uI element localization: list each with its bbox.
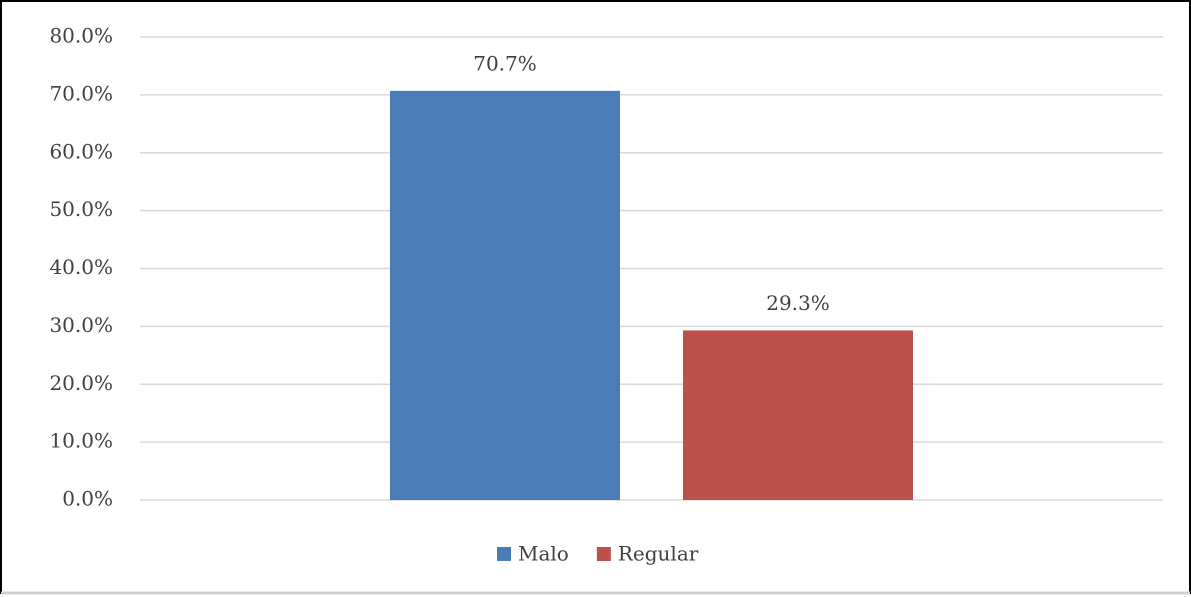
y-tick-label: 30.0% xyxy=(49,313,113,337)
y-tick-label: 10.0% xyxy=(49,429,113,453)
y-tick-label: 20.0% xyxy=(49,371,113,395)
legend-label: Malo xyxy=(518,542,569,566)
data-label: 70.7% xyxy=(473,51,537,75)
y-tick-label: 50.0% xyxy=(49,197,113,221)
y-tick-label: 40.0% xyxy=(49,255,113,279)
legend-label: Regular xyxy=(618,542,699,566)
data-label: 29.3% xyxy=(766,291,830,315)
legend-swatch xyxy=(596,547,611,561)
legend-swatch xyxy=(497,547,511,561)
bar xyxy=(390,90,620,500)
y-tick-label: 80.0% xyxy=(49,24,113,48)
y-tick-label: 70.0% xyxy=(49,81,113,105)
y-tick-label: 0.0% xyxy=(62,487,113,511)
y-tick-label: 60.0% xyxy=(49,139,113,163)
bar xyxy=(683,330,913,500)
